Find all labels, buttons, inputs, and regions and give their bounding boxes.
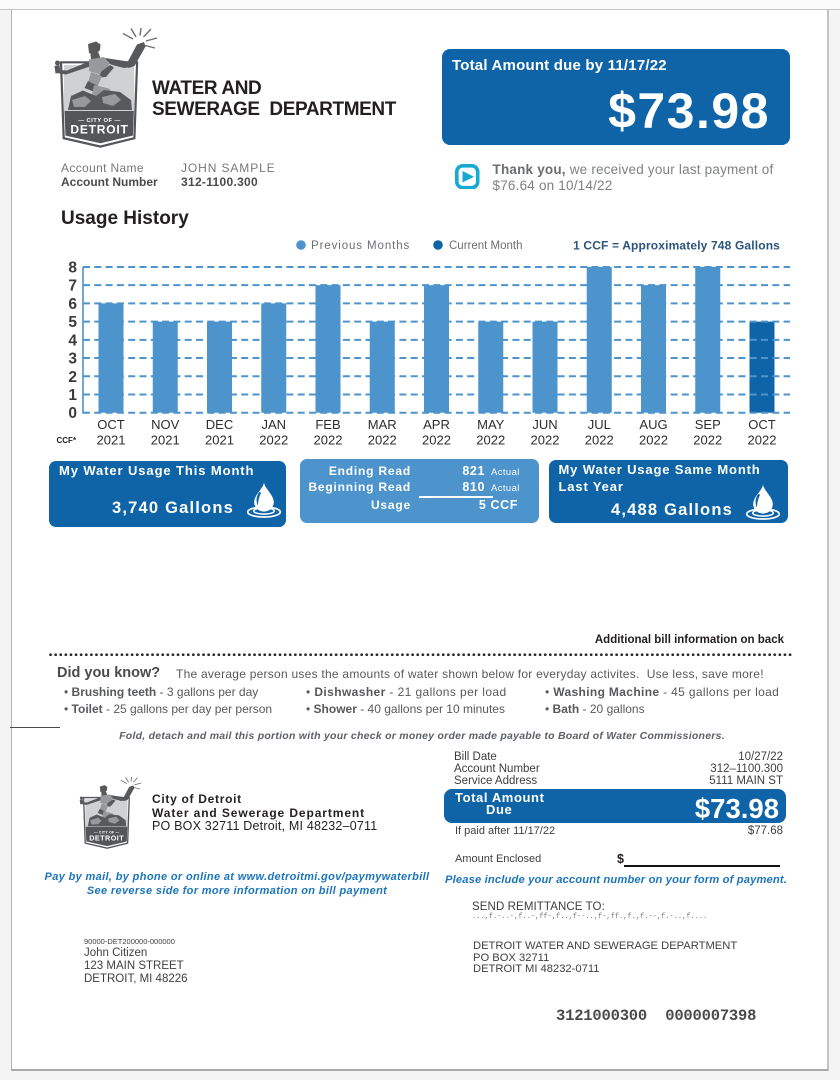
svg-text:2022: 2022 xyxy=(259,433,288,448)
svg-text:4: 4 xyxy=(68,332,77,349)
svg-text:OCT: OCT xyxy=(748,417,776,432)
svg-text:DEC: DEC xyxy=(206,417,233,432)
svg-text:APR: APR xyxy=(423,417,450,432)
svg-text:SEP: SEP xyxy=(695,417,721,432)
svg-text:Current Month: Current Month xyxy=(449,240,523,252)
svg-text:2022: 2022 xyxy=(314,433,343,448)
svg-text:JUL: JUL xyxy=(588,417,611,432)
svg-text:JAN: JAN xyxy=(261,417,286,432)
svg-text:MAR: MAR xyxy=(368,417,397,432)
svg-text:2022: 2022 xyxy=(748,433,777,448)
svg-text:2022: 2022 xyxy=(639,433,668,448)
svg-text:FEB: FEB xyxy=(315,417,340,432)
svg-text:1: 1 xyxy=(68,387,77,404)
svg-text:2021: 2021 xyxy=(205,433,234,448)
svg-text:2021: 2021 xyxy=(97,433,126,448)
svg-text:6: 6 xyxy=(68,296,77,313)
svg-text:AUG: AUG xyxy=(639,417,667,432)
svg-text:5: 5 xyxy=(68,314,77,331)
svg-text:MAY: MAY xyxy=(477,417,505,432)
svg-text:3: 3 xyxy=(68,351,77,368)
svg-text:OCT: OCT xyxy=(97,417,125,432)
svg-text:1 CCF = Approximately 748 Gall: 1 CCF = Approximately 748 Gallons xyxy=(573,239,780,253)
svg-text:JUN: JUN xyxy=(532,417,557,432)
svg-text:0: 0 xyxy=(68,405,77,422)
svg-text:CCF*: CCF* xyxy=(57,436,77,445)
svg-text:2022: 2022 xyxy=(585,433,614,448)
svg-text:2022: 2022 xyxy=(476,433,505,448)
svg-text:8: 8 xyxy=(68,259,77,276)
svg-text:2: 2 xyxy=(68,369,77,386)
svg-text:2022: 2022 xyxy=(693,433,722,448)
svg-text:NOV: NOV xyxy=(151,417,180,432)
svg-text:2022: 2022 xyxy=(531,433,560,448)
svg-text:2022: 2022 xyxy=(368,433,397,448)
svg-text:2022: 2022 xyxy=(422,433,451,448)
svg-text:Previous Months: Previous Months xyxy=(311,240,410,252)
svg-text:7: 7 xyxy=(68,278,77,295)
svg-text:2021: 2021 xyxy=(151,433,180,448)
